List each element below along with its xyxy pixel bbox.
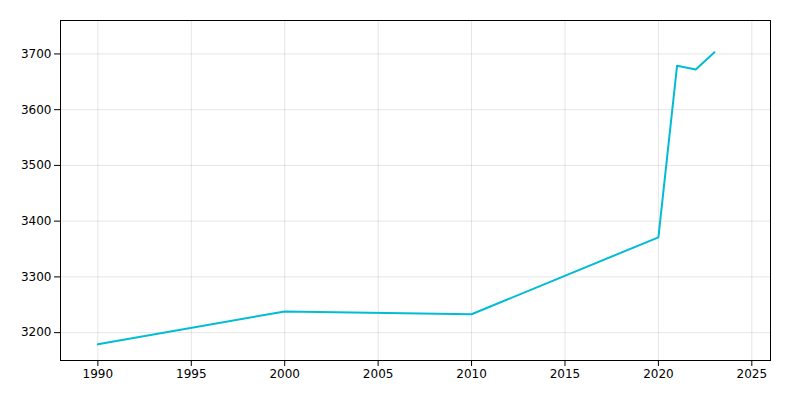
svg-text:2020: 2020	[643, 367, 674, 381]
svg-text:2015: 2015	[550, 367, 581, 381]
svg-text:2010: 2010	[456, 367, 487, 381]
svg-text:3500: 3500	[21, 158, 52, 172]
svg-text:3600: 3600	[21, 103, 52, 117]
svg-text:3200: 3200	[21, 325, 52, 339]
svg-text:3300: 3300	[21, 270, 52, 284]
svg-text:1995: 1995	[176, 367, 207, 381]
svg-text:1990: 1990	[83, 367, 114, 381]
svg-text:3400: 3400	[21, 214, 52, 228]
svg-text:2005: 2005	[363, 367, 394, 381]
svg-text:3700: 3700	[21, 47, 52, 61]
svg-text:2000: 2000	[269, 367, 300, 381]
svg-text:2025: 2025	[737, 367, 768, 381]
